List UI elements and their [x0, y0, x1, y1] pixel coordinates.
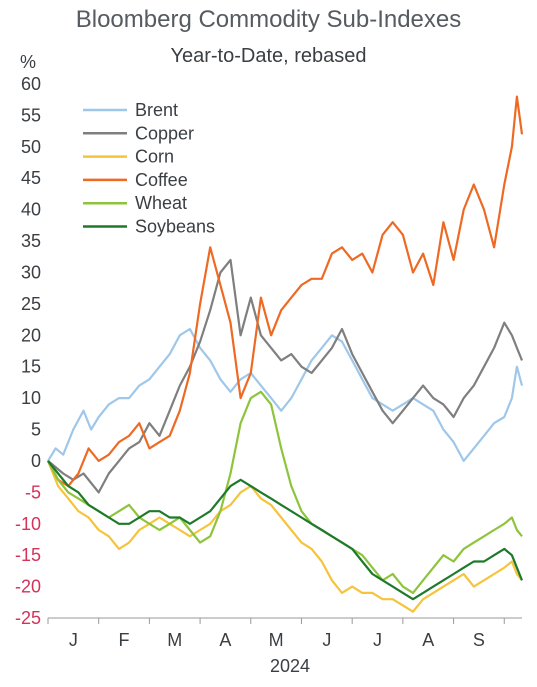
y-tick-label: -20 — [15, 577, 41, 597]
legend-label-soybeans: Soybeans — [135, 217, 215, 237]
series-line-brent — [47, 327, 524, 462]
series-line-copper — [47, 258, 524, 494]
y-tick-label: -25 — [15, 608, 41, 628]
y-tick-label: -5 — [25, 482, 41, 502]
series-line-soybeans — [47, 460, 524, 601]
series-lines — [46, 95, 524, 613]
y-tick-label: 25 — [21, 294, 41, 314]
x-axis-year-label: 2024 — [270, 656, 310, 676]
legend-label-brent: Brent — [135, 100, 178, 120]
y-tick-label: 10 — [21, 388, 41, 408]
series-line-corn — [46, 460, 523, 613]
x-tick-label: J — [322, 630, 331, 650]
legend: Brent Copper Corn Coffee Wheat Soybeans — [83, 100, 215, 237]
legend-label-coffee: Coffee — [135, 170, 188, 190]
x-axis — [47, 617, 522, 624]
y-axis-unit-label: % — [20, 52, 36, 72]
series-line-wheat — [47, 390, 523, 595]
x-tick-label: A — [422, 630, 434, 650]
legend-label-wheat: Wheat — [135, 193, 187, 213]
y-tick-label: 50 — [21, 137, 41, 157]
y-tick-label: 55 — [21, 105, 41, 125]
y-tick-label: 20 — [21, 325, 41, 345]
y-tick-label: -15 — [15, 545, 41, 565]
y-tick-label: 30 — [21, 262, 41, 282]
y-tick-label: 40 — [21, 200, 41, 220]
x-tick-label: A — [219, 630, 231, 650]
legend-label-copper: Copper — [135, 123, 194, 143]
x-tick-label: M — [269, 630, 284, 650]
x-tick-label: J — [373, 630, 382, 650]
y-tick-label: 35 — [21, 231, 41, 251]
chart-title: Bloomberg Commodity Sub-Indexes — [75, 6, 462, 33]
y-tick-label: 60 — [21, 74, 41, 94]
x-tick-label: F — [119, 630, 130, 650]
x-tick-label: S — [473, 630, 485, 650]
y-tick-label: 5 — [31, 420, 41, 440]
x-tick-label: J — [69, 630, 78, 650]
series-line-coffee — [47, 95, 524, 488]
y-tick-label: 0 — [31, 451, 41, 471]
y-tick-label: 45 — [21, 168, 41, 188]
x-tick-label: M — [167, 630, 182, 650]
legend-label-corn: Corn — [135, 147, 174, 167]
chart-subtitle: Year-to-Date, rebased — [170, 45, 367, 67]
y-tick-label: -10 — [15, 514, 41, 534]
y-tick-label: 15 — [21, 357, 41, 377]
